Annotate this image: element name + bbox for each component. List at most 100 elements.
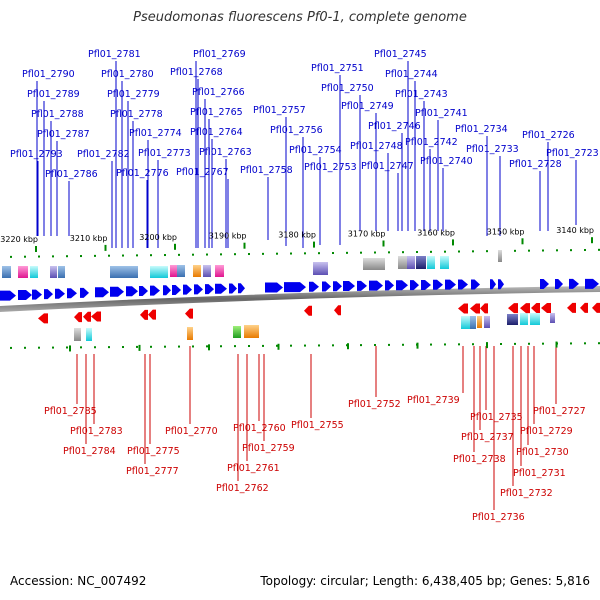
minor-tick-bottom xyxy=(598,342,600,345)
forward-gene-label: Pfl01_2780 xyxy=(101,69,154,80)
minor-tick-bottom xyxy=(304,344,306,347)
reverse-gene-label: Pfl01_2775 xyxy=(127,446,180,457)
forward-gene-arrow xyxy=(150,285,160,296)
scale-tick-labels: 3220 kbp 3210 kbp 3200 kbp 3190 kbp 3180 kbp… xyxy=(0,226,594,244)
reverse-gene-labels: Pfl01_2785 Pfl01_2783 Pfl01_2784 Pfl01_2775… xyxy=(44,395,586,523)
minor-tick-bottom xyxy=(584,342,586,345)
forward-gene-label: Pfl01_2750 xyxy=(321,83,374,94)
forward-feature-boxes xyxy=(2,250,502,278)
reverse-feature-box xyxy=(470,316,476,329)
minor-tick-top xyxy=(598,248,600,251)
forward-feature-box xyxy=(313,262,328,275)
minor-tick-top xyxy=(136,254,138,257)
scale-ticks-top xyxy=(10,237,600,258)
topology-label: Topology: xyxy=(260,574,317,588)
forward-gene-label: Pfl01_2767 xyxy=(176,167,229,178)
reverse-gene-arrow xyxy=(185,308,193,319)
minor-tick-top xyxy=(66,255,68,258)
minor-tick-bottom xyxy=(332,344,334,347)
minor-tick-top xyxy=(164,254,166,257)
reverse-gene-arrow xyxy=(74,312,82,323)
minor-tick-top xyxy=(360,251,362,254)
forward-gene-arrow xyxy=(0,290,16,301)
minor-tick-top xyxy=(80,255,82,258)
minor-tick-top xyxy=(430,250,432,253)
minor-tick-bottom xyxy=(514,342,516,345)
forward-gene-label: Pfl01_2786 xyxy=(45,169,98,180)
reverse-feature-box xyxy=(484,316,490,328)
genes-value: 5,816 xyxy=(555,574,590,588)
forward-feature-box xyxy=(2,266,11,278)
major-tick-bottom xyxy=(555,341,558,348)
forward-gene-label: Pfl01_2776 xyxy=(116,168,169,179)
minor-tick-top xyxy=(318,252,320,255)
reverse-feature-box xyxy=(86,328,92,341)
forward-feature-box xyxy=(50,266,57,278)
forward-feature-box xyxy=(160,266,168,278)
forward-gene-arrow xyxy=(80,287,89,298)
forward-gene-label: Pfl01_2741 xyxy=(415,108,468,119)
scale-tick-label: 3180 kbp xyxy=(278,231,316,240)
forward-gene-arrow xyxy=(322,281,331,292)
minor-tick-bottom xyxy=(108,346,110,349)
minor-tick-top xyxy=(122,254,124,257)
forward-gene-arrow xyxy=(410,280,419,291)
forward-feature-box xyxy=(170,265,177,277)
forward-gene-label: Pfl01_2768 xyxy=(170,67,223,78)
map-title: Pseudomonas fluorescens Pf0-1, complete … xyxy=(133,10,467,25)
reverse-gene-arrow xyxy=(520,303,530,314)
forward-gene-label: Pfl01_2754 xyxy=(289,145,342,156)
scale-tick-label: 3170 kbp xyxy=(348,230,386,239)
minor-tick-bottom xyxy=(234,345,236,348)
minor-tick-top xyxy=(192,253,194,256)
reverse-gene-arrow xyxy=(480,303,488,314)
reverse-gene-label: Pfl01_2727 xyxy=(533,406,586,417)
reverse-gene-label: Pfl01_2732 xyxy=(500,488,553,499)
genes-label: Genes: xyxy=(509,574,552,588)
minor-tick-bottom xyxy=(178,345,180,348)
forward-gene-label: Pfl01_2733 xyxy=(466,144,519,155)
minor-tick-top xyxy=(178,253,180,256)
scale-tick-label: 3200 kbp xyxy=(139,233,177,242)
forward-gene-label: Pfl01_2758 xyxy=(240,165,293,176)
major-tick-bottom xyxy=(347,343,349,350)
forward-gene-arrow xyxy=(126,286,138,297)
reverse-gene-arrow xyxy=(91,311,101,322)
major-tick-top xyxy=(174,243,176,250)
forward-gene-arrow xyxy=(139,285,148,296)
minor-tick-bottom xyxy=(360,344,362,347)
forward-gene-label: Pfl01_2723 xyxy=(546,148,599,159)
reverse-gene-label: Pfl01_2783 xyxy=(70,426,123,437)
forward-gene-arrow xyxy=(95,287,109,298)
minor-tick-bottom xyxy=(10,346,12,349)
minor-tick-bottom xyxy=(220,345,222,348)
minor-tick-bottom xyxy=(528,342,530,345)
minor-tick-top xyxy=(38,255,40,258)
reverse-feature-boxes xyxy=(74,313,555,341)
minor-tick-top xyxy=(206,253,208,256)
minor-tick-bottom xyxy=(192,345,194,348)
forward-gene-arrow xyxy=(163,285,171,296)
forward-gene-label: Pfl01_2746 xyxy=(368,121,421,132)
forward-gene-label: Pfl01_2728 xyxy=(509,159,562,170)
minor-tick-top xyxy=(94,254,96,257)
scale-tick-label: 3150 kbp xyxy=(487,227,525,236)
forward-gene-arrow xyxy=(18,290,32,301)
forward-gene-arrow xyxy=(421,279,431,290)
minor-tick-top xyxy=(332,252,334,255)
reverse-feature-box xyxy=(461,316,470,329)
forward-gene-arrow xyxy=(333,281,342,292)
forward-gene-arrow xyxy=(458,279,468,290)
minor-tick-bottom xyxy=(136,345,138,348)
forward-gene-arrow xyxy=(471,279,480,290)
minor-tick-top xyxy=(416,251,418,254)
forward-feature-box xyxy=(30,266,38,278)
minor-tick-bottom xyxy=(122,346,124,349)
forward-feature-box xyxy=(416,256,426,269)
reverse-gene-label: Pfl01_2735 xyxy=(470,412,523,423)
forward-gene-label: Pfl01_2751 xyxy=(311,63,364,74)
reverse-feature-box xyxy=(252,325,259,338)
reverse-gene-label: Pfl01_2761 xyxy=(227,463,280,474)
reverse-feature-box xyxy=(74,328,81,341)
reverse-gene-arrow xyxy=(592,302,600,313)
